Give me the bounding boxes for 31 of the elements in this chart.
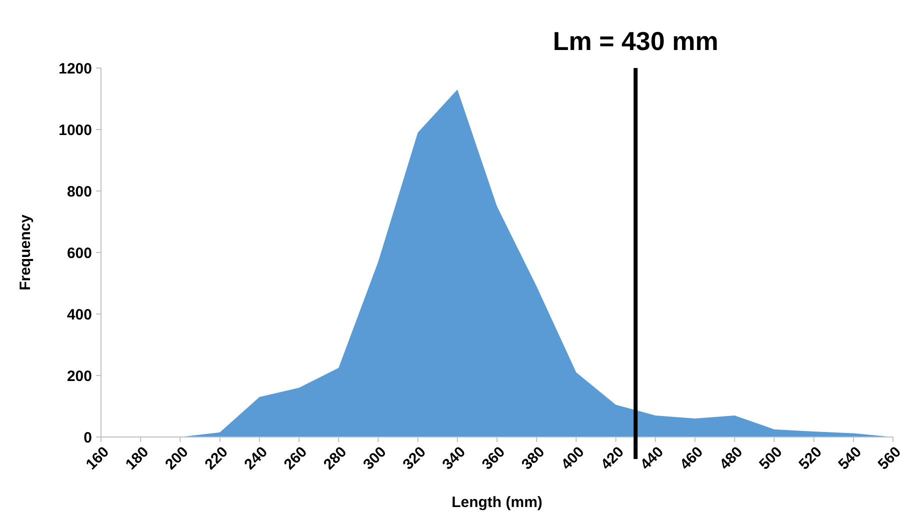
y-tick-label: 800 [66, 183, 92, 200]
x-tick-label: 520 [796, 444, 826, 474]
x-tick-label: 240 [241, 444, 271, 474]
x-axis-title: Length (mm) [452, 494, 542, 511]
x-tick-label: 480 [716, 444, 746, 474]
y-tick-label: 600 [66, 244, 92, 262]
y-tick-label: 200 [66, 368, 92, 385]
y-tick-label: 1000 [58, 122, 92, 139]
x-tick-label: 540 [835, 444, 865, 474]
x-tick-label: 220 [202, 444, 232, 474]
x-tick-label: 200 [162, 444, 192, 474]
x-tick-label: 280 [320, 444, 350, 474]
x-tick-label: 180 [122, 444, 152, 474]
x-tick-label: 300 [360, 444, 390, 474]
x-tick-label: 420 [598, 444, 628, 474]
x-tick-label: 340 [439, 444, 469, 474]
y-axis-title: Frequency [17, 214, 34, 290]
ref-line-label: Lm = 430 mm [552, 26, 718, 56]
x-tick-label: 260 [280, 444, 311, 474]
x-tick-label: 440 [637, 444, 667, 474]
x-tick-label: 460 [676, 444, 707, 474]
x-tick-label: 560 [874, 444, 905, 474]
x-tick-label: 360 [478, 444, 509, 474]
x-tick-label: 160 [82, 444, 113, 474]
x-tick-label: 380 [518, 444, 548, 474]
x-tick-label: 320 [400, 444, 430, 474]
x-tick-label: 500 [756, 444, 786, 474]
y-tick-label: 400 [66, 306, 92, 324]
y-tick-label: 1200 [58, 60, 92, 78]
x-tick-label: 400 [558, 444, 588, 474]
y-tick-label: 0 [84, 429, 92, 446]
